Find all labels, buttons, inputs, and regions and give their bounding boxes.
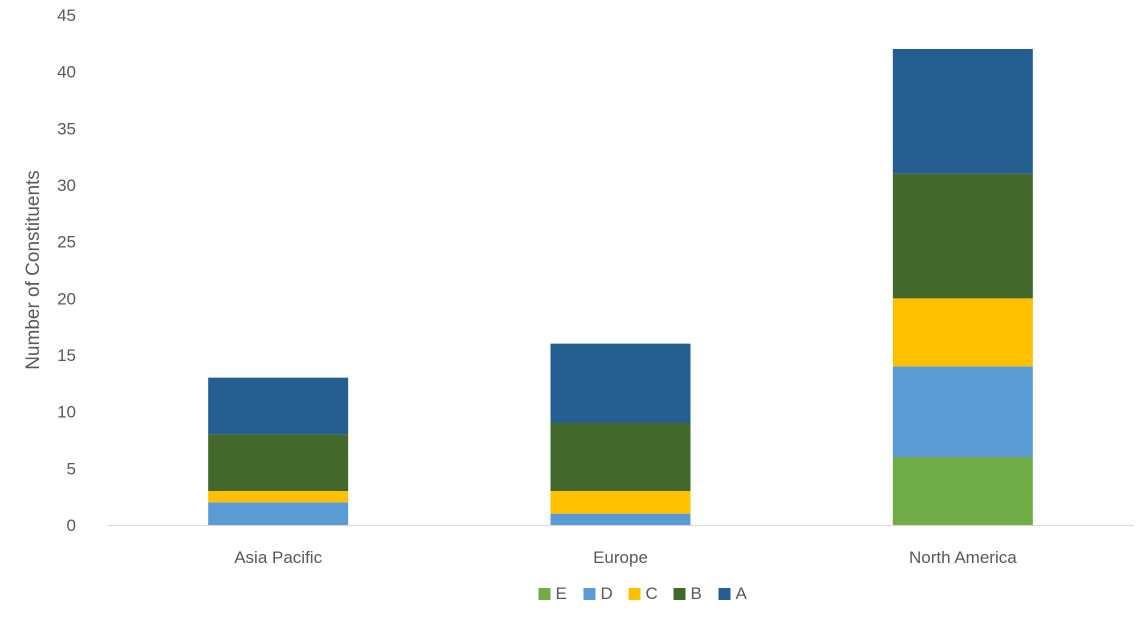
bar-segment-d <box>208 502 349 525</box>
bar-segment-b <box>892 173 1033 299</box>
y-tick-label: 25 <box>57 233 76 252</box>
bar-segment-c <box>208 491 349 503</box>
legend-label: B <box>691 584 702 603</box>
y-axis-title: Number of Constituents <box>23 170 44 370</box>
x-tick-label: Asia Pacific <box>234 548 322 567</box>
y-tick-label: 15 <box>57 346 76 365</box>
y-axis-ticks: 0 5 10 15 20 25 30 35 40 45 <box>57 6 76 535</box>
y-tick-label: 45 <box>57 6 76 25</box>
legend-item-e: E <box>538 584 567 603</box>
y-tick-label: 40 <box>57 63 76 82</box>
legend-swatch <box>583 588 596 600</box>
legend-item-c: C <box>628 584 658 603</box>
legend-swatch <box>628 588 641 600</box>
bar-segment-c <box>550 491 691 514</box>
legend-label: A <box>736 584 748 603</box>
legend-label: C <box>646 584 658 603</box>
y-tick-label: 10 <box>57 403 76 422</box>
bar-segment-e <box>892 457 1033 525</box>
bar-stacks <box>208 49 1033 525</box>
bar-segment-a <box>208 377 349 435</box>
legend-swatch <box>538 588 551 600</box>
y-tick-label: 20 <box>57 289 76 308</box>
bar-stack-europe <box>550 343 691 525</box>
bar-segment-b <box>208 434 349 491</box>
bar-segment-c <box>892 298 1033 367</box>
x-tick-label: Europe <box>593 548 648 567</box>
legend-label: E <box>556 584 567 603</box>
legend-item-b: B <box>673 584 702 603</box>
legend-item-a: A <box>718 584 748 603</box>
legend-swatch <box>718 588 731 600</box>
bar-segment-a <box>892 49 1033 174</box>
bar-segment-b <box>550 423 691 491</box>
bar-segment-d <box>550 513 691 525</box>
y-tick-label: 35 <box>57 119 76 138</box>
bar-segment-d <box>892 366 1033 457</box>
x-axis-ticks: Asia Pacific Europe North America <box>234 548 1017 567</box>
bar-segment-a <box>550 343 691 423</box>
x-tick-label: North America <box>909 548 1017 567</box>
y-tick-label: 30 <box>57 176 76 195</box>
y-tick-label: 0 <box>67 516 76 535</box>
y-tick-label: 5 <box>67 459 76 478</box>
legend-label: D <box>601 584 613 603</box>
legend-swatch <box>673 588 686 600</box>
bar-stack-north-america <box>892 49 1033 525</box>
legend-item-d: D <box>583 584 613 603</box>
bar-stack-asia-pacific <box>208 377 349 525</box>
